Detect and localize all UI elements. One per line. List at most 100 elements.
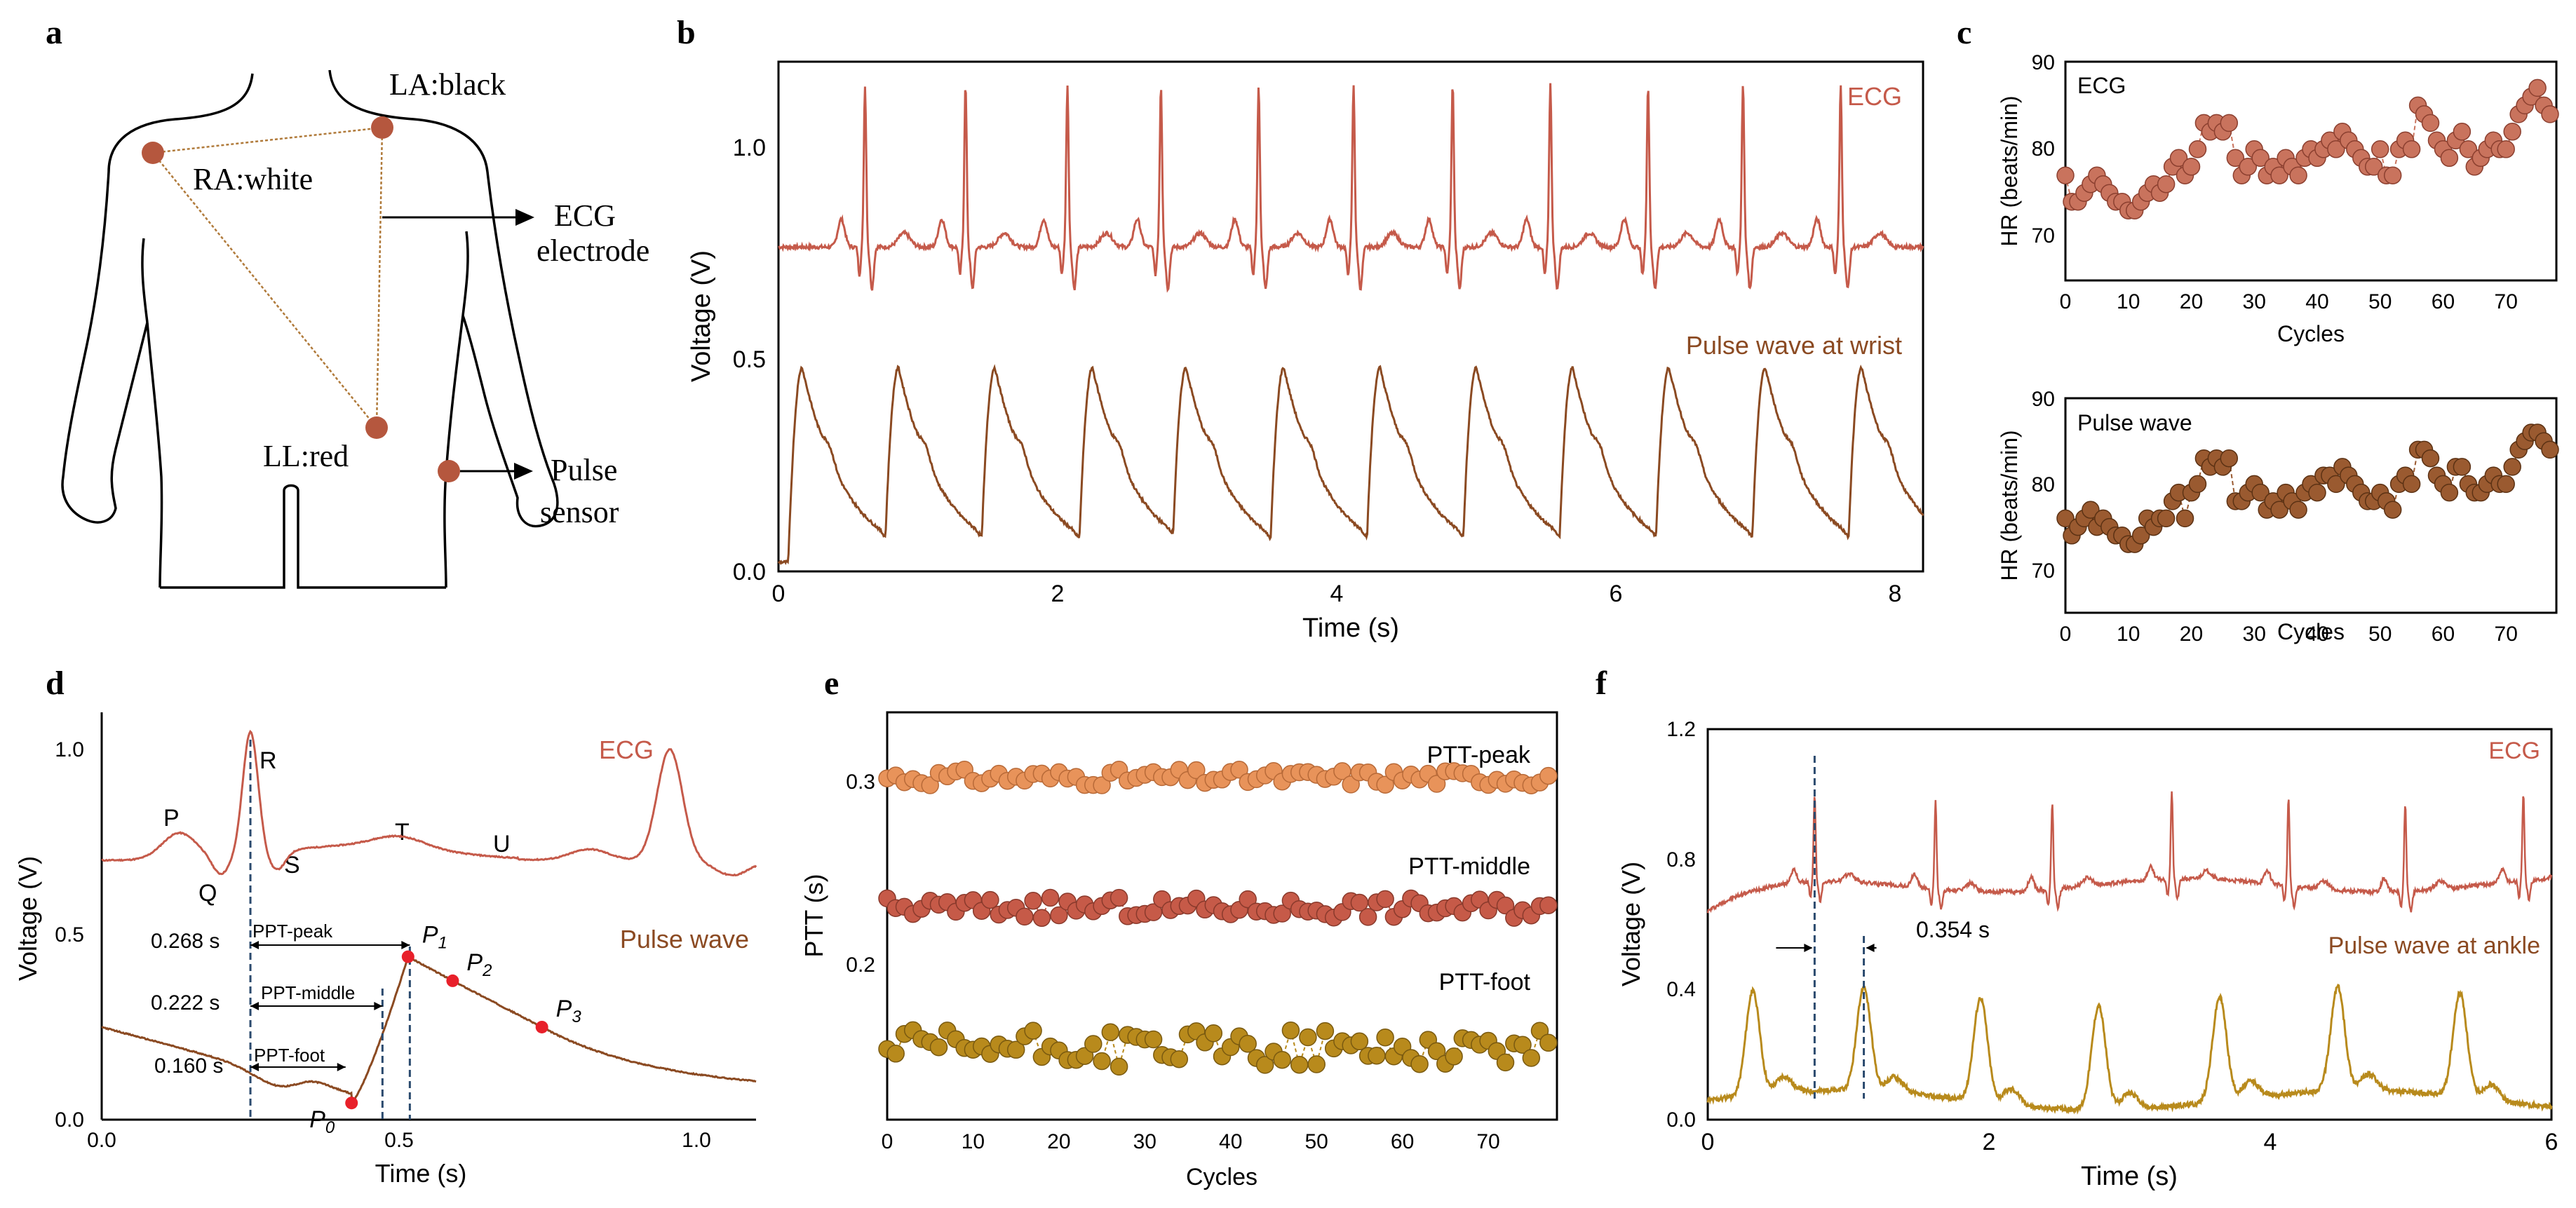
panel-d-interval-arrows (250, 941, 410, 1071)
panel-d-xlabel: Time (s) (375, 1159, 467, 1188)
hr-point (2327, 140, 2345, 158)
panel-f-delay-arrows (1776, 944, 1877, 952)
hr-point (2270, 166, 2288, 184)
panel-b-xtick: 4 (1330, 581, 1344, 607)
panel-c-top-points (2056, 79, 2559, 219)
triangle-la-ll (375, 127, 384, 428)
panel-f-delay-label: 0.354 s (1916, 917, 1990, 942)
panel-c-top-yticks: 70 80 90 (2032, 51, 2055, 247)
hr-xtick: 10 (2117, 623, 2140, 646)
panel-c-top-ytick: 80 (2032, 137, 2055, 161)
panel-e-xtick: 10 (962, 1130, 985, 1153)
interval-arrow-head (337, 1063, 346, 1071)
hr-point (2239, 158, 2258, 176)
hr-xtick: 0 (2060, 623, 2072, 646)
panel-e-xtick: 70 (1476, 1130, 1499, 1153)
hr-point (2182, 158, 2201, 176)
panel-f-ylabel: Voltage (V) (1617, 862, 1645, 986)
panel-f-ytick: 1.2 (1666, 718, 1696, 741)
panel-f-pulse-label: Pulse wave at ankle (2328, 932, 2540, 959)
panel-c-top-xticks: 0 10 20 30 40 50 60 70 (2060, 290, 2518, 313)
ptt-point (1281, 1021, 1300, 1040)
ptt-point (1170, 1050, 1189, 1068)
panel-d-ecg-label: ECG (599, 735, 654, 764)
pulse-feature-label: P1 (422, 922, 447, 953)
wave-label-r: R (259, 747, 277, 774)
hr-point (2188, 475, 2207, 494)
hr-point (2251, 149, 2270, 168)
ptt-point (1496, 896, 1515, 915)
hr-point (2289, 166, 2307, 184)
panel-e-points (878, 761, 1558, 1076)
electrode-ra (142, 142, 164, 164)
ptt-point (1273, 1050, 1291, 1069)
panel-d-ylabel: Voltage (V) (13, 856, 42, 981)
ptt-point (1204, 1024, 1223, 1043)
ecg-arrow-head (515, 209, 534, 226)
interval-arrow-head (401, 941, 410, 949)
ptt-point (1539, 1033, 1558, 1052)
panel-d-xtick: 0.0 (87, 1129, 116, 1152)
hr-point (2364, 158, 2383, 176)
panel-c-top-ytick: 70 (2032, 224, 2055, 247)
panel-e-xlabel: Cycles (1186, 1164, 1257, 1190)
panel-e-middle-label: PTT-middle (1408, 853, 1530, 880)
interval-value-foot: 0.160 s (154, 1054, 223, 1078)
ptt-point (886, 1045, 905, 1063)
hr-point (2402, 475, 2421, 494)
interval-label-middle: PPT-middle (261, 982, 355, 1003)
ptt-point (981, 890, 999, 909)
panel-d-pulse-line (101, 954, 757, 1107)
ra-label: RA:white (193, 162, 313, 196)
ptt-point (1050, 906, 1068, 925)
ptt-point (1084, 1035, 1102, 1053)
panel-f-ytick: 0.4 (1666, 978, 1696, 1001)
body-outline-right (328, 69, 559, 588)
ptt-point (1290, 1055, 1309, 1074)
ptt-point (1445, 1047, 1463, 1066)
hr-point (2371, 140, 2389, 158)
hr-xtick: 20 (2180, 290, 2203, 313)
panel-e-xtick: 20 (1047, 1130, 1070, 1153)
body-outline-left (61, 73, 254, 588)
ptt-point (1024, 1022, 1042, 1040)
hr-point (2459, 140, 2478, 158)
hr-point (2056, 166, 2075, 184)
hr-xtick: 70 (2495, 623, 2518, 646)
panel-d-ytick: 0.5 (55, 923, 84, 946)
electrode-la (371, 116, 393, 139)
panel-f-xtick: 2 (1983, 1129, 1996, 1155)
hr-point (2541, 440, 2559, 459)
hr-point (2453, 123, 2472, 141)
ptt-point (1427, 775, 1446, 793)
panel-b-pulse-label: Pulse wave at wrist (1686, 331, 1902, 360)
pulse-feature-label: P0 (309, 1106, 335, 1137)
panel-b-xtick: 2 (1051, 581, 1065, 607)
panel-c-bottom-frame (2064, 397, 2558, 614)
panel-letter-d: d (46, 665, 65, 702)
panel-b-pulse-line (777, 364, 1924, 566)
pulse-feature-label: P2 (466, 949, 492, 980)
hr-point (2383, 501, 2402, 519)
panel-e-xtick: 0 (882, 1130, 893, 1153)
panel-b-frame (777, 60, 1924, 573)
panel-e-xticks: 0 10 20 30 40 50 60 70 (882, 1130, 1500, 1153)
panel-e-xtick: 50 (1304, 1130, 1328, 1153)
ptt-point (1522, 1049, 1541, 1067)
wave-label-p: P (163, 805, 180, 832)
body-inner-arm-left (141, 238, 149, 323)
panel-b-ylabel: Voltage (V) (687, 250, 716, 382)
ll-label: LL:red (263, 439, 349, 473)
hr-point (2220, 114, 2239, 133)
panel-d-points: P0 P1 P2 P3 (309, 922, 581, 1138)
panel-c-top-ytick: 90 (2032, 51, 2055, 74)
panel-b-xlabel: Time (s) (1302, 613, 1399, 643)
panel-e-ytick: 0.2 (846, 953, 875, 977)
panel-c-bottom-annotation: Pulse wave (2077, 410, 2192, 435)
ptt-point (1187, 761, 1206, 780)
panel-letter-f: f (1596, 665, 1607, 702)
ptt-point (1496, 1053, 1515, 1072)
hr-xtick: 40 (2305, 623, 2328, 646)
body-inner-arm-right (461, 231, 469, 316)
ptt-point (1101, 1023, 1120, 1041)
